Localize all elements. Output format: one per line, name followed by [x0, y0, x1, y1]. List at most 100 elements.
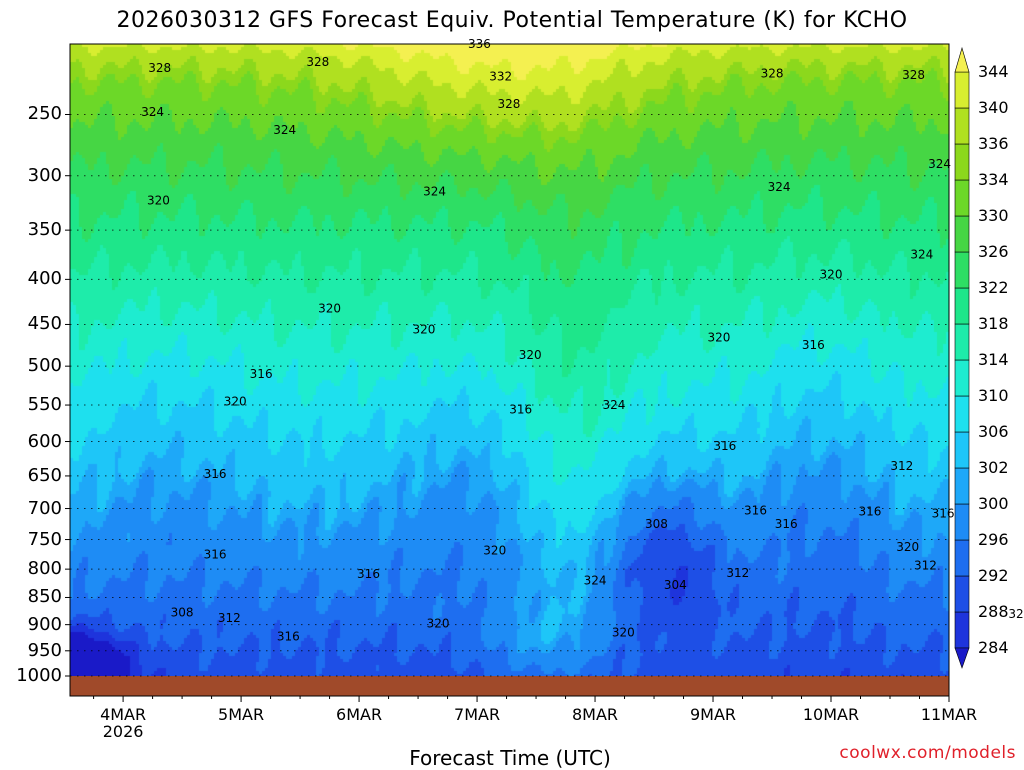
y-tick-label: 850 [27, 586, 62, 608]
colorbar-label: 326 [978, 242, 1009, 261]
colorbar-label: 322 [978, 278, 1009, 297]
contour-label: 312 [726, 566, 749, 580]
contour-label: 316 [713, 439, 736, 453]
colorbar-box [954, 539, 970, 577]
y-tick-label: 600 [27, 430, 62, 452]
y-tick-label: 450 [27, 313, 62, 335]
y-tick-label: 400 [27, 268, 62, 290]
contour-label: 320 [318, 302, 341, 316]
colorbar-box [954, 575, 970, 613]
colorbar-label: 288 [978, 602, 1009, 621]
contour-label: 304 [664, 578, 687, 592]
contour-label: 328 [761, 67, 784, 81]
colorbar-box [954, 503, 970, 541]
contour-label: 316 [858, 505, 881, 519]
colorbar-label: 292 [978, 566, 1009, 585]
contour-label: 320 [483, 543, 506, 557]
colorbar-box [954, 143, 970, 181]
contour-label: 320 [896, 540, 919, 554]
contour-label: 324 [141, 105, 164, 119]
contour-label: 316 [802, 338, 825, 352]
contour-label: 312 [914, 559, 937, 573]
contour-label: 320 [413, 323, 436, 337]
contour-label: 324 [584, 574, 607, 588]
y-tick-label: 700 [27, 497, 62, 519]
colorbar-label: 310 [978, 386, 1009, 405]
colorbar-label: 318 [978, 314, 1009, 333]
theta-e-field [70, 44, 949, 676]
x-tick-label: 8MAR [572, 705, 619, 724]
plot-frame [69, 43, 950, 697]
colorbar-label: 296 [978, 530, 1009, 549]
y-tick-label: 250 [27, 103, 62, 125]
y-tick-label: 750 [27, 528, 62, 550]
contour-label: 312 [218, 611, 241, 625]
contour-label: 320 [612, 626, 635, 640]
colorbar-label: 336 [978, 134, 1009, 153]
colorbar-box [954, 611, 970, 649]
contour-label: 324 [768, 180, 791, 194]
contour-label: 324 [423, 185, 446, 199]
colorbar-label: 284 [978, 638, 1009, 657]
contour-label: 328 [306, 55, 329, 69]
contour-label: 316 [250, 367, 273, 381]
y-tick-label: 350 [27, 219, 62, 241]
contour-label: 312 [890, 459, 913, 473]
contour-label: 320 [707, 330, 730, 344]
source-credit[interactable]: coolwx.com/models [839, 743, 1016, 763]
colorbar-bottom-arrow [954, 647, 970, 669]
x-axis-label: Forecast Time (UTC) [409, 746, 611, 770]
contour-label: 324 [910, 247, 933, 261]
contour-label: 320 [1008, 607, 1024, 621]
contour-label: 308 [645, 517, 668, 531]
ground-strip [70, 676, 949, 696]
colorbar-label: 302 [978, 458, 1009, 477]
contour-label: 328 [148, 61, 171, 75]
colorbar-top-arrow [954, 46, 970, 73]
contour-label: 320 [427, 617, 450, 631]
colorbar-box [954, 467, 970, 505]
contour-label: 328 [497, 97, 520, 111]
contour-label: 316 [204, 467, 227, 481]
colorbar-label: 330 [978, 206, 1009, 225]
contour-label: 324 [928, 157, 951, 171]
colorbar-box [954, 395, 970, 433]
colorbar-box [954, 71, 970, 109]
colorbar-box [954, 107, 970, 145]
y-tick-label: 800 [27, 558, 62, 580]
contour-label: 320 [519, 348, 542, 362]
contour-label: 324 [602, 398, 625, 412]
colorbar-box [954, 215, 970, 253]
colorbar-box [954, 359, 970, 397]
colorbar-label: 344 [978, 62, 1009, 81]
contour-label: 308 [171, 605, 194, 619]
y-tick-label: 650 [27, 464, 62, 486]
contour-label: 320 [820, 268, 843, 282]
colorbar-label: 340 [978, 98, 1009, 117]
colorbar-label: 334 [978, 170, 1009, 189]
colorbar-label: 314 [978, 350, 1009, 369]
contour-label: 316 [509, 403, 532, 417]
contour-label: 316 [277, 629, 300, 643]
contour-label: 332 [489, 69, 512, 83]
contour-label: 316 [775, 517, 798, 531]
colorbar-box [954, 251, 970, 289]
x-tick-label: 11MAR [920, 705, 978, 724]
contour-label: 316 [204, 548, 227, 562]
x-tick-label: 7MAR [454, 705, 501, 724]
contour-label: 316 [357, 567, 380, 581]
contour-label: 316 [932, 507, 955, 521]
colorbar-box [954, 287, 970, 325]
x-tick-label: 10MAR [802, 705, 860, 724]
colorbar-box [954, 431, 970, 469]
y-tick-label: 1000 [16, 665, 62, 686]
contour-label: 324 [273, 123, 296, 137]
colorbar-box [954, 179, 970, 217]
contour-label: 328 [902, 68, 925, 82]
y-tick-label: 300 [27, 164, 62, 186]
y-tick-label: 500 [27, 355, 62, 377]
contour-label: 320 [147, 193, 170, 207]
contour-label: 320 [224, 394, 247, 408]
colorbar-label: 306 [978, 422, 1009, 441]
